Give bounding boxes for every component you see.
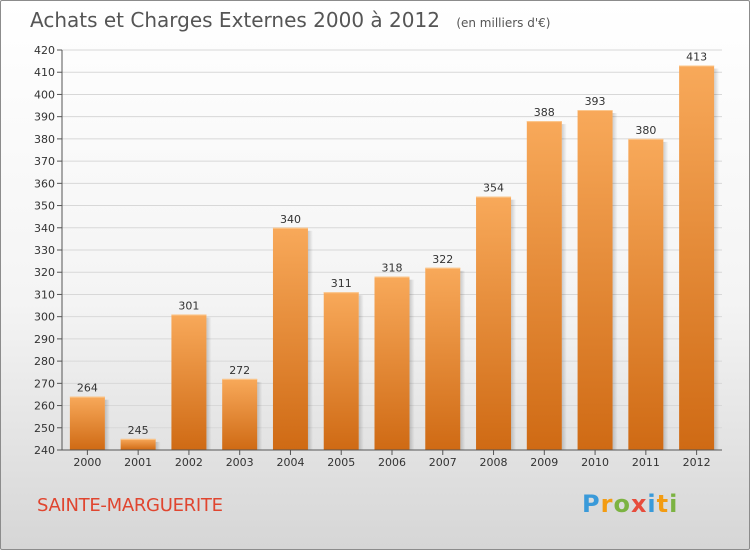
data-label-2000: 264 xyxy=(77,382,98,395)
x-tick-label: 2012 xyxy=(683,456,711,469)
y-tick-label: 240 xyxy=(34,444,55,457)
commune-name: SAINTE-MARGUERITE xyxy=(37,495,223,516)
x-tick-label: 2006 xyxy=(378,456,406,469)
bar-2001 xyxy=(120,438,156,450)
bar-shadow xyxy=(104,399,110,450)
bar-shadow xyxy=(511,199,517,450)
x-tick-label: 2002 xyxy=(175,456,203,469)
bar-shadow xyxy=(714,68,720,451)
logo-letter: r xyxy=(600,490,614,518)
logo-letter: t xyxy=(656,490,670,518)
y-tick-label: 290 xyxy=(34,333,55,346)
y-tick-label: 410 xyxy=(34,66,55,79)
bar-shadow xyxy=(155,441,161,450)
bar-shadow xyxy=(663,141,669,450)
bar-shadow xyxy=(206,317,212,450)
y-tick-label: 370 xyxy=(34,155,55,168)
bar-2003 xyxy=(222,378,258,450)
chart-title-text: Achats et Charges Externes 2000 à 2012 xyxy=(30,8,440,32)
bar-2007 xyxy=(425,267,461,450)
y-tick-label: 360 xyxy=(34,177,55,190)
x-tick-label: 2003 xyxy=(226,456,254,469)
bar-2008 xyxy=(476,196,512,450)
data-label-2003: 272 xyxy=(229,364,250,377)
data-label-2002: 301 xyxy=(178,299,199,312)
data-label-2011: 380 xyxy=(635,124,656,137)
bar-2011 xyxy=(628,138,664,450)
x-tick-label: 2009 xyxy=(530,456,558,469)
y-tick-label: 400 xyxy=(34,88,55,101)
bar-shadow xyxy=(257,381,263,450)
y-tick-label: 300 xyxy=(34,311,55,324)
bar-2005 xyxy=(323,292,359,450)
bar-shadow xyxy=(612,113,618,450)
chart-title: Achats et Charges Externes 2000 à 2012 (… xyxy=(30,8,550,32)
y-tick-label: 380 xyxy=(34,133,55,146)
axis-layer: 240 250 260 270 280 290 300 310 320 330 340 350 360 3… xyxy=(34,44,722,469)
bar-2004 xyxy=(272,227,308,450)
data-label-2009: 388 xyxy=(534,106,555,119)
x-tick-label: 2011 xyxy=(632,456,660,469)
y-tick-label: 420 xyxy=(34,44,55,57)
y-tick-label: 340 xyxy=(34,222,55,235)
bar-2009 xyxy=(526,121,562,450)
y-tick-label: 280 xyxy=(34,355,55,368)
bar-2006 xyxy=(374,276,410,450)
x-tick-label: 2004 xyxy=(276,456,304,469)
proxiti-logo: Proxiti xyxy=(582,490,678,518)
x-tick-label: 2000 xyxy=(73,456,101,469)
data-label-2004: 340 xyxy=(280,213,301,226)
logo-letter: o xyxy=(613,490,631,518)
logo-letter: i xyxy=(669,490,679,518)
y-tick-label: 270 xyxy=(34,377,55,390)
chart-subtitle: (en milliers d'€) xyxy=(456,16,551,30)
bar-shadow xyxy=(460,270,466,450)
x-tick-label: 2008 xyxy=(480,456,508,469)
x-tick-label: 2007 xyxy=(429,456,457,469)
x-tick-label: 2005 xyxy=(327,456,355,469)
bar-2002 xyxy=(171,314,207,450)
logo-letter: P xyxy=(582,490,601,518)
data-label-2006: 318 xyxy=(382,262,403,275)
y-tick-label: 350 xyxy=(34,200,55,213)
bar-shadow xyxy=(358,295,364,450)
data-label-2010: 393 xyxy=(585,95,606,108)
bar-layer xyxy=(69,65,720,451)
data-label-2007: 322 xyxy=(432,253,453,266)
data-label-2012: 413 xyxy=(686,51,707,64)
y-tick-label: 260 xyxy=(34,400,55,413)
data-label-2001: 245 xyxy=(128,424,149,437)
bar-shadow xyxy=(307,230,313,450)
logo-letter: i xyxy=(647,490,657,518)
y-tick-label: 320 xyxy=(34,266,55,279)
data-label-2005: 311 xyxy=(331,277,352,290)
logo-letter: x xyxy=(630,490,648,518)
y-tick-label: 310 xyxy=(34,288,55,301)
y-tick-label: 330 xyxy=(34,244,55,257)
x-tick-label: 2001 xyxy=(124,456,152,469)
bar-2000 xyxy=(69,396,105,450)
label-layer: 264 245 301 272 340 311 318 322 354 388 393 380 413 xyxy=(77,51,707,437)
x-tick-label: 2010 xyxy=(581,456,609,469)
bar-2010 xyxy=(577,110,613,450)
y-tick-label: 250 xyxy=(34,422,55,435)
bar-shadow xyxy=(409,279,415,450)
bar-2012 xyxy=(679,65,715,451)
data-label-2008: 354 xyxy=(483,182,504,195)
bar-shadow xyxy=(561,124,567,450)
y-tick-label: 390 xyxy=(34,111,55,124)
